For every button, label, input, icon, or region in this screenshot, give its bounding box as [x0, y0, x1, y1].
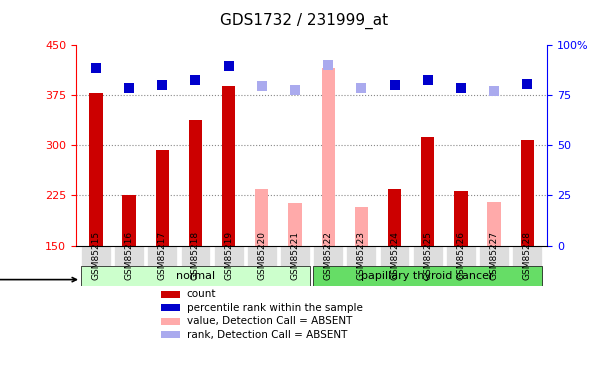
Text: value, Detection Call = ABSENT: value, Detection Call = ABSENT — [187, 316, 352, 326]
Bar — [255, 189, 269, 246]
Bar — [520, 140, 534, 246]
Bar — [161, 291, 180, 298]
Text: percentile rank within the sample: percentile rank within the sample — [187, 303, 362, 313]
FancyBboxPatch shape — [313, 266, 542, 286]
Bar — [322, 68, 335, 246]
Bar — [122, 195, 136, 246]
Bar — [454, 191, 468, 246]
Text: rank, Detection Call = ABSENT: rank, Detection Call = ABSENT — [187, 330, 347, 340]
FancyBboxPatch shape — [213, 246, 244, 266]
Bar — [388, 189, 401, 246]
Text: GSM85227: GSM85227 — [489, 231, 499, 280]
Text: GSM85221: GSM85221 — [291, 231, 300, 280]
Text: GSM85225: GSM85225 — [423, 231, 432, 280]
FancyBboxPatch shape — [347, 246, 376, 266]
Bar — [488, 202, 501, 246]
Text: disease state: disease state — [0, 274, 77, 285]
Bar — [288, 203, 302, 246]
Bar — [156, 150, 169, 246]
Text: count: count — [187, 289, 216, 299]
FancyBboxPatch shape — [379, 246, 410, 266]
Text: GSM85223: GSM85223 — [357, 231, 366, 280]
FancyBboxPatch shape — [413, 246, 443, 266]
Bar — [89, 93, 103, 246]
Text: GSM85217: GSM85217 — [158, 231, 167, 280]
Text: GSM85228: GSM85228 — [523, 231, 532, 280]
FancyBboxPatch shape — [114, 246, 144, 266]
FancyBboxPatch shape — [446, 246, 476, 266]
FancyBboxPatch shape — [81, 266, 310, 286]
FancyBboxPatch shape — [147, 246, 177, 266]
Bar — [161, 318, 180, 325]
Text: GSM85218: GSM85218 — [191, 231, 200, 280]
Text: GSM85224: GSM85224 — [390, 231, 399, 280]
Bar — [161, 332, 180, 338]
Text: GSM85220: GSM85220 — [257, 231, 266, 280]
Bar — [354, 207, 368, 246]
Bar — [222, 87, 235, 246]
FancyBboxPatch shape — [181, 246, 210, 266]
Bar — [161, 304, 180, 311]
FancyBboxPatch shape — [513, 246, 542, 266]
Text: papillary thyroid cancer: papillary thyroid cancer — [361, 271, 494, 280]
Text: GDS1732 / 231999_at: GDS1732 / 231999_at — [220, 13, 388, 29]
Text: GSM85216: GSM85216 — [125, 231, 134, 280]
FancyBboxPatch shape — [313, 246, 343, 266]
FancyBboxPatch shape — [479, 246, 509, 266]
Text: GSM85215: GSM85215 — [91, 231, 100, 280]
FancyBboxPatch shape — [280, 246, 310, 266]
FancyBboxPatch shape — [247, 246, 277, 266]
Bar — [421, 136, 434, 246]
Text: GSM85226: GSM85226 — [457, 231, 465, 280]
Bar — [189, 120, 202, 246]
Text: normal: normal — [176, 271, 215, 280]
FancyBboxPatch shape — [81, 246, 111, 266]
Text: GSM85222: GSM85222 — [323, 231, 333, 280]
Text: GSM85219: GSM85219 — [224, 231, 233, 280]
